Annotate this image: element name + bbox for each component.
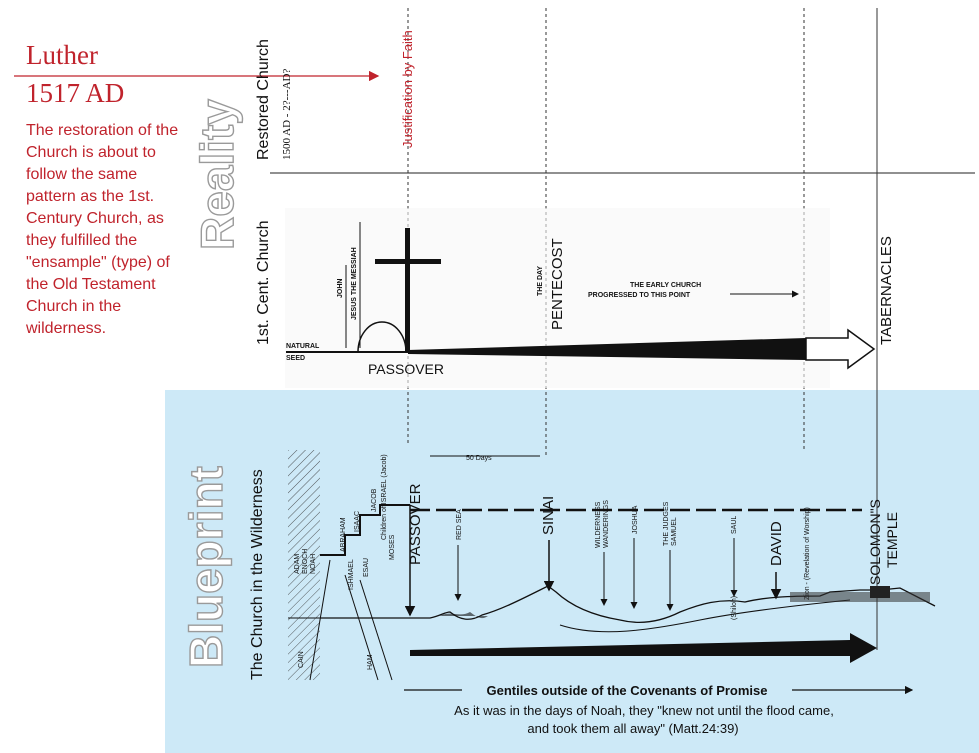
restored-church-dates: 1500 AD - 2?---AD? — [281, 69, 293, 160]
samuel-label: SAMUEL — [671, 517, 678, 546]
pentecost-label: PENTECOST — [549, 238, 566, 330]
patriarch-staircase — [320, 504, 410, 556]
ham-label: HAM — [367, 654, 374, 670]
reality-passover-label: PASSOVER — [368, 361, 444, 377]
noah-label: NOAH — [310, 554, 317, 574]
david-label: DAVID — [768, 521, 785, 566]
first-century-church-label: 1st. Cent. Church — [255, 221, 272, 346]
tomb-arch — [357, 321, 407, 353]
gentile-wedge — [410, 633, 877, 663]
wanderings-label: WANDERINGS — [603, 500, 610, 548]
jesus-label: JESUS THE MESSIAH — [351, 247, 358, 320]
red-sea-waves — [440, 612, 488, 619]
church-growth-wedge — [408, 338, 806, 360]
ishmael-label: ISHMAEL — [348, 559, 355, 590]
blueprint-heading: Blueprint — [180, 466, 232, 668]
adam-label: ADAM — [294, 554, 301, 574]
gentiles-line-1: As it was in the days of Noah, they "kne… — [454, 703, 834, 718]
solomon-label-1: SOLOMON"S — [867, 499, 883, 585]
cross-beam — [375, 259, 441, 264]
early-church-label-1: THE EARLY CHURCH — [630, 282, 701, 289]
abraham-label: ABRAHAM — [340, 517, 347, 552]
cross-icon — [405, 228, 410, 352]
restored-church-label: Restored Church — [255, 39, 272, 160]
isaac-label: ISAAC — [354, 511, 361, 532]
moses-label: MOSES — [389, 534, 396, 560]
enoch-label: ENOCH — [302, 549, 309, 574]
terrain-profile — [320, 585, 936, 623]
children-israel-label: Children of ISRAEL (Jacob) — [381, 454, 388, 540]
luther-year: 1517 AD — [26, 78, 125, 108]
growth-arrowhead — [805, 328, 876, 370]
cain-line — [309, 559, 331, 681]
cain-label: CAIN — [298, 651, 305, 668]
wilderness-label: WILDERNESS — [595, 501, 602, 548]
temple-city — [790, 592, 930, 602]
esau-label: ESAU — [363, 558, 370, 577]
gentiles-title: Gentiles outside of the Covenants of Pro… — [487, 683, 768, 698]
creation-wall — [288, 450, 320, 680]
temple-icon — [870, 586, 890, 598]
sinai-label: SINAI — [540, 496, 557, 535]
reality-heading: Reality — [191, 99, 243, 250]
early-church-label-2: PROGRESSED TO THIS POINT — [588, 292, 691, 299]
seed-label: SEED — [286, 355, 305, 362]
fifty-days-label: 50 Days — [466, 455, 492, 462]
justification-label: Justification by Faith — [400, 30, 415, 148]
blueprint-subtitle: The Church in the Wilderness — [249, 469, 266, 680]
gentiles-line-2: and took them all away" (Matt.24:39) — [527, 721, 738, 736]
solomon-label-2: TEMPLE — [884, 512, 900, 568]
restoration-note: The restoration of the Church is about t… — [26, 122, 179, 337]
joshua-label: JOSHUA — [632, 505, 639, 534]
red-sea-label: RED SEA — [456, 509, 463, 540]
judges-label: THE JUDGES — [663, 501, 670, 546]
john-label: JOHN — [337, 279, 344, 298]
the-day-label: THE DAY — [537, 266, 544, 296]
tabernacles-label: TABERNACLES — [878, 236, 895, 345]
zion-label: Zion - (Revelation of Worship) — [804, 507, 811, 600]
saul-label: SAUL — [731, 516, 738, 534]
ishmael-line — [344, 574, 379, 681]
luther-title: Luther — [26, 40, 98, 70]
natural-label: NATURAL — [286, 343, 320, 350]
esau-line — [359, 579, 393, 681]
jacob-label: JACOB — [371, 488, 378, 512]
blueprint-passover-label: PASSOVER — [407, 483, 424, 565]
shiloh-label: (Shiloh) — [731, 596, 738, 620]
wander-path — [559, 599, 851, 633]
